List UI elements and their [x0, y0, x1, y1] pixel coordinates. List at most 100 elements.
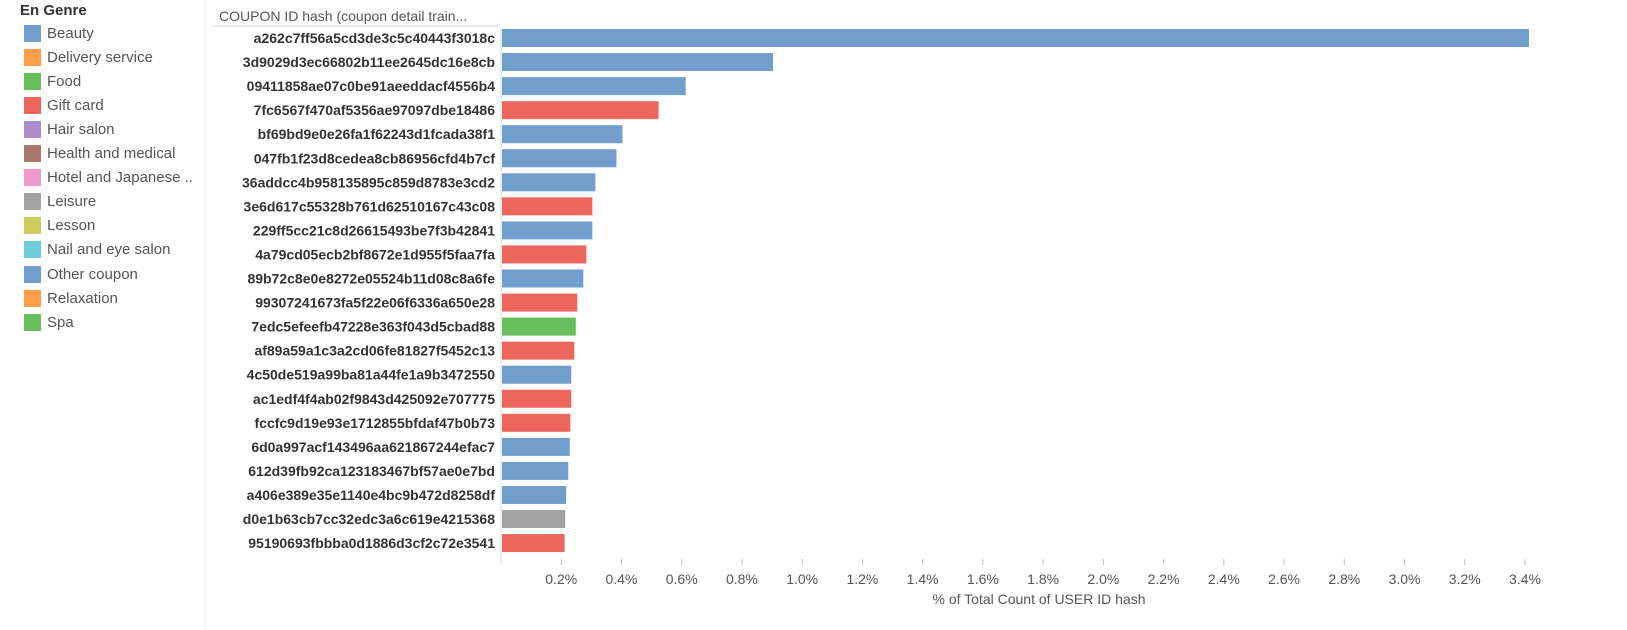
x-tick-label: 2.8%: [1328, 571, 1360, 587]
legend-label: Health and medical: [47, 145, 176, 162]
legend-label: Gift card: [47, 96, 104, 114]
legend-swatch: [24, 24, 41, 42]
legend-item[interactable]: Gift card: [24, 94, 104, 116]
row-label: 6d0a997acf143496aa621867244efac7: [251, 439, 495, 455]
x-tick-label: 2.2%: [1148, 571, 1180, 587]
legend-swatch: [24, 96, 41, 114]
x-tick-label: 2.0%: [1087, 571, 1119, 587]
row-label: ac1edf4f4ab02f9843d425092e707775: [253, 391, 495, 407]
legend-label: Food: [47, 72, 82, 90]
legend-item[interactable]: Food: [24, 70, 81, 92]
legend-label: Hotel and Japanese ..: [47, 169, 193, 187]
row-label: 95190693fbbba0d1886d3cf2c72e3541: [248, 535, 495, 551]
legend-swatch: [24, 48, 41, 66]
bar[interactable]: [502, 125, 623, 144]
row-label: 7edc5efeefb47228e363f043d5cbad88: [251, 319, 495, 335]
legend-label: Nail and eye salon: [47, 241, 171, 259]
bar[interactable]: [502, 101, 659, 120]
row-label: 7fc6567f470af5356ae97097dbe18486: [254, 102, 496, 118]
row-label: 612d39fb92ca123183467bf57ae0e7bd: [248, 463, 495, 479]
bar[interactable]: [502, 77, 686, 96]
legend-label: Leisure: [47, 193, 97, 211]
bar[interactable]: [502, 413, 571, 432]
row-label: 89b72c8e0e8272e05524b11d08c8a6fe: [247, 271, 495, 287]
legend-swatch: [24, 289, 41, 307]
row-label: 4c50de519a99ba81a44fe1a9b3472550: [247, 367, 496, 383]
x-tick-label: 3.2%: [1449, 571, 1481, 587]
row-header: COUPON ID hash (coupon detail train...: [219, 8, 467, 24]
row-label: 4a79cd05ecb2bf8672e1d955f5faa7fa: [255, 246, 495, 262]
x-tick-label: 0.6%: [666, 571, 698, 587]
legend-item[interactable]: Hair salon: [24, 118, 115, 140]
x-tick-label: 1.2%: [846, 571, 878, 587]
legend-item[interactable]: Beauty: [24, 22, 94, 44]
bar[interactable]: [502, 365, 572, 384]
legend-label: Hair salon: [47, 120, 115, 138]
row-label: 3e6d617c55328b761d62510167c43c08: [244, 198, 496, 214]
legend-swatch: [24, 145, 41, 162]
legend-label: Lesson: [47, 217, 96, 235]
bar[interactable]: [502, 437, 570, 456]
row-label: 047fb1f23d8cedea8cb86956cfd4b7cf: [254, 150, 496, 166]
legend-item[interactable]: Relaxation: [24, 287, 118, 309]
legend-item[interactable]: Hotel and Japanese ..: [24, 167, 193, 189]
bar[interactable]: [502, 510, 566, 528]
x-tick-label: 3.0%: [1389, 571, 1421, 587]
row-label: 3d9029d3ec66802b11ee2645dc16e8cb: [243, 54, 495, 70]
x-tick-label: 1.8%: [1027, 571, 1059, 587]
row-label: 99307241673fa5f22e06f6336a650e28: [255, 295, 495, 311]
bar[interactable]: [502, 485, 567, 504]
bar[interactable]: [502, 317, 576, 336]
legend-item[interactable]: Delivery service: [24, 46, 153, 68]
bar[interactable]: [502, 173, 596, 192]
bar[interactable]: [502, 221, 593, 240]
legend-item[interactable]: Health and medical: [24, 143, 175, 165]
bar[interactable]: [502, 197, 593, 216]
row-label: af89a59a1c3a2cd06fe81827f5452c13: [254, 343, 495, 359]
bar[interactable]: [502, 245, 587, 264]
bar[interactable]: [502, 341, 575, 360]
legend-item[interactable]: Nail and eye salon: [24, 239, 170, 261]
x-tick-label: 0.2%: [545, 571, 577, 587]
row-label: a406e389e35e1140e4bc9b472d8258df: [247, 487, 496, 503]
row-label: 36addcc4b958135895c859d8783e3cd2: [242, 174, 495, 190]
legend-label: Beauty: [47, 24, 94, 42]
x-tick-label: 0.8%: [726, 571, 758, 587]
legend-label: Relaxation: [47, 289, 118, 307]
legend-swatch: [24, 193, 41, 211]
bar[interactable]: [502, 269, 584, 288]
x-tick-label: 3.4%: [1509, 571, 1541, 587]
legend-label: Delivery service: [47, 48, 153, 66]
x-axis-title: % of Total Count of USER ID hash: [933, 591, 1146, 607]
row-label: d0e1b63cb7cc32edc3a6c619e4215368: [243, 511, 495, 527]
legend-swatch: [24, 169, 41, 187]
legend-swatch: [24, 241, 41, 259]
bar[interactable]: [502, 389, 572, 408]
legend-item[interactable]: Spa: [24, 311, 74, 333]
row-label: 09411858ae07c0be91aeeddacf4556b4: [247, 78, 496, 94]
legend: En Genre Beauty Delivery service Food Gift …: [10, 0, 205, 630]
bar[interactable]: [502, 149, 617, 168]
legend-label: Spa: [47, 313, 74, 331]
legend-item[interactable]: Leisure: [24, 191, 96, 213]
x-tick-label: 1.6%: [967, 571, 999, 587]
legend-swatch: [24, 217, 41, 235]
x-tick-label: 2.4%: [1208, 571, 1240, 587]
bar[interactable]: [502, 534, 565, 553]
bar[interactable]: [502, 461, 569, 480]
bar[interactable]: [502, 29, 1530, 47]
legend-swatch: [24, 72, 41, 90]
legend-swatch: [24, 313, 41, 331]
bar[interactable]: [502, 53, 774, 72]
legend-item[interactable]: Other coupon: [24, 263, 138, 285]
row-label: a262c7ff56a5cd3de3c5c40443f3018c: [254, 30, 496, 46]
x-tick-label: 1.0%: [786, 571, 818, 587]
x-tick-label: 1.4%: [907, 571, 939, 587]
row-label: fccfc9d19e93e1712855bfdaf47b0b73: [255, 415, 496, 431]
row-label: 229ff5cc21c8d26615493be7f3b42841: [253, 222, 495, 238]
bar[interactable]: [502, 293, 578, 312]
legend-item[interactable]: Lesson: [24, 215, 95, 237]
legend-label: Other coupon: [47, 265, 138, 283]
legend-title: En Genre: [20, 2, 87, 19]
